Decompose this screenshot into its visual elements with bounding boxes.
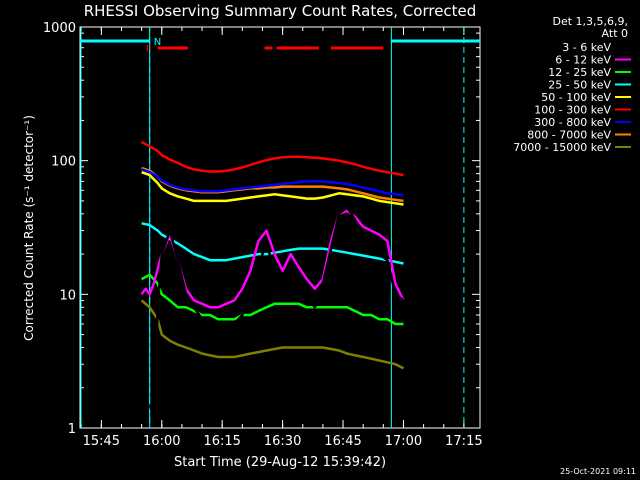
night-flag-label: N [154, 37, 161, 48]
series-line-5 [141, 140, 404, 177]
x-tick-label: 17:15 [445, 434, 482, 449]
legend-entry-label: 25 - 50 keV [548, 79, 611, 92]
y-axis-label: Corrected Count Rate (s⁻¹ detector⁻¹) [22, 115, 36, 341]
x-tick-label: 16:00 [143, 434, 180, 449]
legend-header: Att 0 [602, 27, 628, 40]
chart-title: RHESSI Observing Summary Count Rates, Co… [84, 2, 477, 20]
legend-entry-label: 7000 - 15000 keV [513, 141, 611, 154]
plot-frame [79, 26, 481, 429]
legend-entry-label: 100 - 300 keV [534, 104, 611, 117]
x-tick-label: 15:45 [83, 434, 120, 449]
x-tick-label: 16:30 [264, 434, 301, 449]
y-tick-label: 1 [68, 422, 76, 437]
y-tick-label: 100 [51, 155, 76, 170]
series-line-8 [140, 299, 405, 370]
flare-flag-label: F [146, 44, 152, 55]
legend-header: Det 1,3,5,6,9, [552, 15, 628, 28]
plot-area: 15:45 16:00 16:15 16:30 16:45 17:00 17:15 1 10 10… [43, 21, 483, 449]
series-line-0 [148, 205, 405, 419]
series-line-2 [141, 273, 404, 326]
y-tick-label: 1000 [43, 21, 76, 36]
y-tick-label: 10 [59, 288, 76, 303]
legend-entry-label: 12 - 25 keV [548, 66, 611, 79]
x-axis-label: Start Time (29-Aug-12 15:39:42) [174, 455, 386, 470]
x-tick-label: 17:00 [385, 434, 422, 449]
legend-entry-label: 300 - 800 keV [534, 116, 611, 129]
legend-entry-label: 3 - 6 keV [562, 41, 611, 54]
x-tick-label: 16:45 [324, 434, 361, 449]
footer-timestamp: 25-Oct-2021 09:11 [560, 467, 636, 476]
series-line-4 [141, 171, 404, 206]
legend-entry-label: 50 - 100 keV [541, 91, 611, 104]
legend-entry-label: 800 - 7000 keV [527, 129, 611, 142]
x-tick-label: 16:15 [203, 434, 240, 449]
series-line-6 [141, 168, 404, 197]
legend-entry-label: 6 - 12 keV [555, 54, 611, 67]
